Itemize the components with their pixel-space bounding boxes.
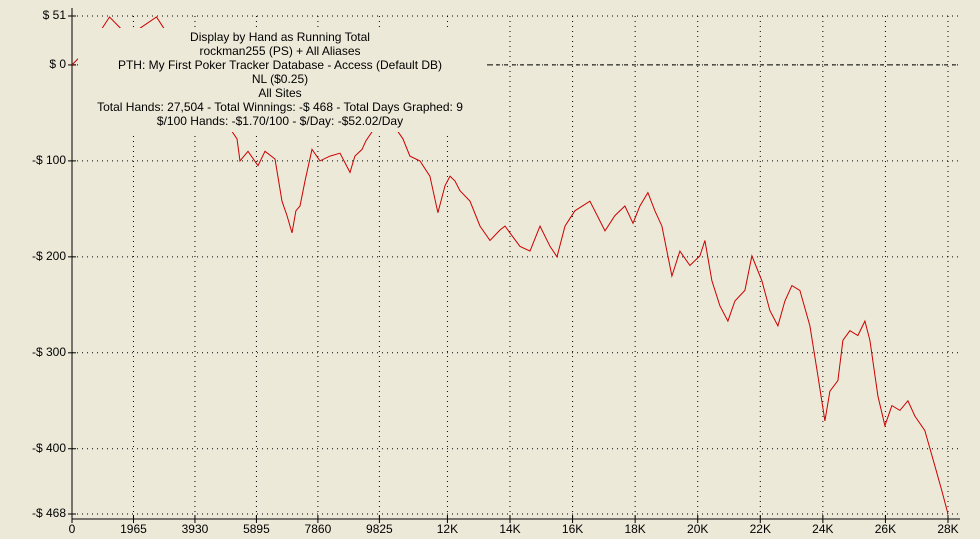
y-tick-label: -$ 400 [32, 441, 66, 455]
x-tick-label: 1965 [120, 522, 147, 536]
x-tick-label: 7860 [305, 522, 332, 536]
info-box [78, 28, 484, 132]
y-tick-label: -$ 200 [32, 249, 66, 263]
y-tick-label: -$ 468 [32, 506, 66, 520]
x-tick-label: 22K [750, 522, 771, 536]
x-tick-label: 12K [437, 522, 458, 536]
y-tick-label: -$ 100 [32, 153, 66, 167]
y-tick-label: $ 51 [43, 8, 67, 22]
x-tick-label: 28K [937, 522, 958, 536]
x-tick-label: 0 [69, 522, 76, 536]
y-tick-label: $ 0 [49, 57, 66, 71]
series-line [71, 16, 949, 515]
x-tick-label: 20K [687, 522, 708, 536]
info-line: rockman255 (PS) + All Aliases [199, 44, 360, 58]
x-tick-label: 5895 [243, 522, 270, 536]
x-tick-label: 3930 [182, 522, 209, 536]
x-tick-label: 16K [562, 522, 583, 536]
info-line: $/100 Hands: -$1.70/100 - $/Day: -$52.02… [157, 114, 403, 128]
y-tick-label: -$ 300 [32, 345, 66, 359]
info-line: All Sites [258, 86, 301, 100]
x-tick-label: 18K [624, 522, 645, 536]
chart-title: Display by Hand as Running Total [190, 30, 370, 44]
x-tick-label: 14K [499, 522, 520, 536]
x-tick-label: 24K [812, 522, 833, 536]
info-line: PTH: My First Poker Tracker Database - A… [118, 58, 442, 72]
x-tick-label: 9825 [366, 522, 393, 536]
x-tick-label: 26K [875, 522, 896, 536]
info-line: NL ($0.25) [252, 72, 308, 86]
info-line: Total Hands: 27,504 - Total Winnings: -$… [97, 100, 463, 114]
